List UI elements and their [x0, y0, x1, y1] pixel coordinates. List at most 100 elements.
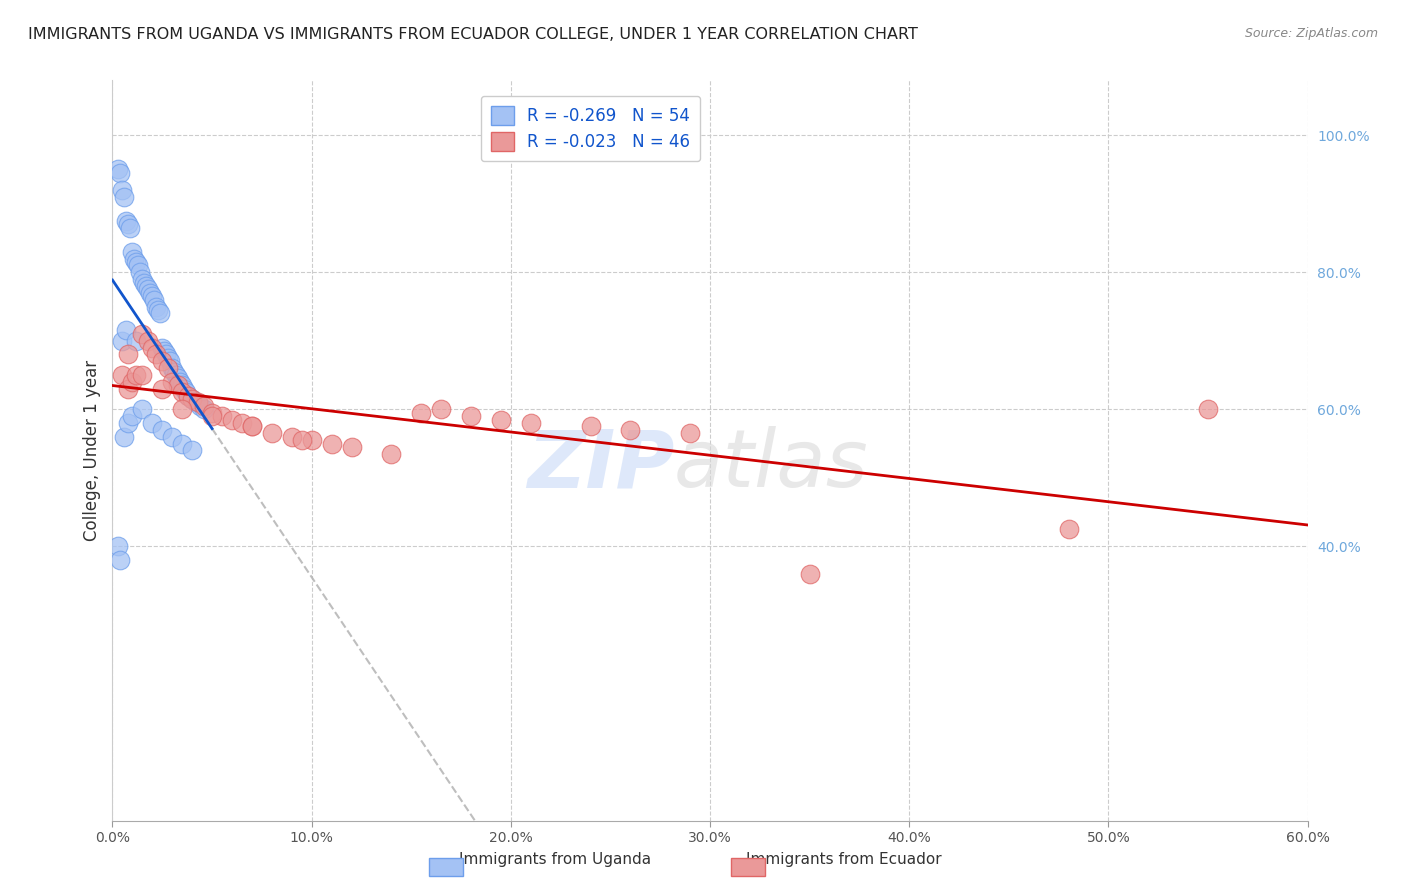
Text: IMMIGRANTS FROM UGANDA VS IMMIGRANTS FROM ECUADOR COLLEGE, UNDER 1 YEAR CORRELAT: IMMIGRANTS FROM UGANDA VS IMMIGRANTS FRO… [28, 27, 918, 42]
Point [430, 402, 453, 417]
Point [162, 361, 183, 376]
Point [121, 244, 143, 259]
Point [148, 302, 170, 317]
Point [131, 368, 153, 382]
Point [1197, 402, 1219, 417]
Point [380, 447, 402, 461]
Point [111, 183, 134, 197]
Point [181, 443, 204, 458]
Point [240, 419, 263, 434]
Point [193, 399, 215, 413]
Point [138, 334, 160, 348]
Point [139, 285, 162, 300]
Point [231, 416, 253, 430]
Point [150, 341, 173, 355]
Point [145, 300, 167, 314]
Point [188, 399, 211, 413]
Point [129, 265, 152, 279]
Text: Immigrants from Ecuador: Immigrants from Ecuador [745, 852, 942, 867]
Point [240, 419, 263, 434]
Point [117, 382, 139, 396]
Point [165, 368, 187, 382]
Point [172, 378, 194, 392]
Y-axis label: College, Under 1 year: College, Under 1 year [83, 359, 101, 541]
Point [131, 402, 153, 417]
Point [117, 347, 139, 361]
Point [177, 389, 200, 403]
Point [127, 259, 149, 273]
Point [141, 289, 163, 303]
Point [134, 276, 156, 290]
Point [460, 409, 482, 424]
Point [201, 409, 224, 424]
Point [121, 409, 143, 424]
Point [153, 344, 176, 359]
Point [186, 395, 208, 409]
Point [193, 402, 215, 417]
Point [159, 354, 181, 368]
Legend: R = -0.269   N = 54, R = -0.023   N = 46: R = -0.269 N = 54, R = -0.023 N = 46 [481, 96, 700, 161]
Point [260, 426, 283, 441]
Point [114, 430, 135, 444]
Point [115, 324, 138, 338]
Point [107, 540, 129, 554]
Point [172, 436, 194, 450]
Point [187, 395, 209, 409]
Point [107, 162, 129, 177]
Point [157, 361, 180, 376]
Point [172, 385, 194, 400]
Point [117, 416, 139, 430]
Point [169, 375, 191, 389]
Point [135, 279, 157, 293]
Point [201, 406, 224, 420]
Text: Immigrants from Uganda: Immigrants from Uganda [460, 852, 651, 867]
Point [172, 402, 194, 417]
Point [162, 430, 183, 444]
Point [150, 382, 173, 396]
Point [131, 272, 153, 286]
Point [110, 166, 132, 180]
Point [163, 365, 186, 379]
Point [149, 306, 172, 320]
Point [114, 190, 135, 204]
Point [173, 382, 195, 396]
Point [162, 375, 183, 389]
Point [177, 389, 200, 403]
Text: atlas: atlas [675, 426, 869, 504]
Point [150, 423, 173, 437]
Point [111, 334, 134, 348]
Point [141, 416, 163, 430]
Point [141, 341, 163, 355]
Point [124, 252, 146, 266]
Point [1057, 522, 1080, 536]
Point [157, 351, 180, 365]
Point [121, 375, 143, 389]
Point [167, 378, 190, 392]
Text: ZIP: ZIP [527, 426, 675, 504]
Point [150, 354, 173, 368]
Point [110, 553, 132, 567]
Text: Source: ZipAtlas.com: Source: ZipAtlas.com [1244, 27, 1378, 40]
Point [221, 412, 243, 426]
Point [125, 368, 148, 382]
Point [579, 419, 602, 434]
Point [117, 217, 139, 231]
Point [131, 326, 153, 341]
Point [301, 433, 323, 447]
Point [411, 406, 433, 420]
Point [799, 566, 821, 581]
Point [143, 293, 166, 307]
Point [138, 282, 160, 296]
Point [181, 392, 204, 406]
Point [174, 385, 197, 400]
Point [181, 392, 204, 406]
Point [340, 440, 363, 454]
Point [167, 371, 190, 385]
Point [111, 368, 134, 382]
Point [145, 347, 167, 361]
Point [115, 214, 138, 228]
Point [619, 423, 641, 437]
Point [291, 433, 314, 447]
Point [120, 220, 142, 235]
Point [281, 430, 304, 444]
